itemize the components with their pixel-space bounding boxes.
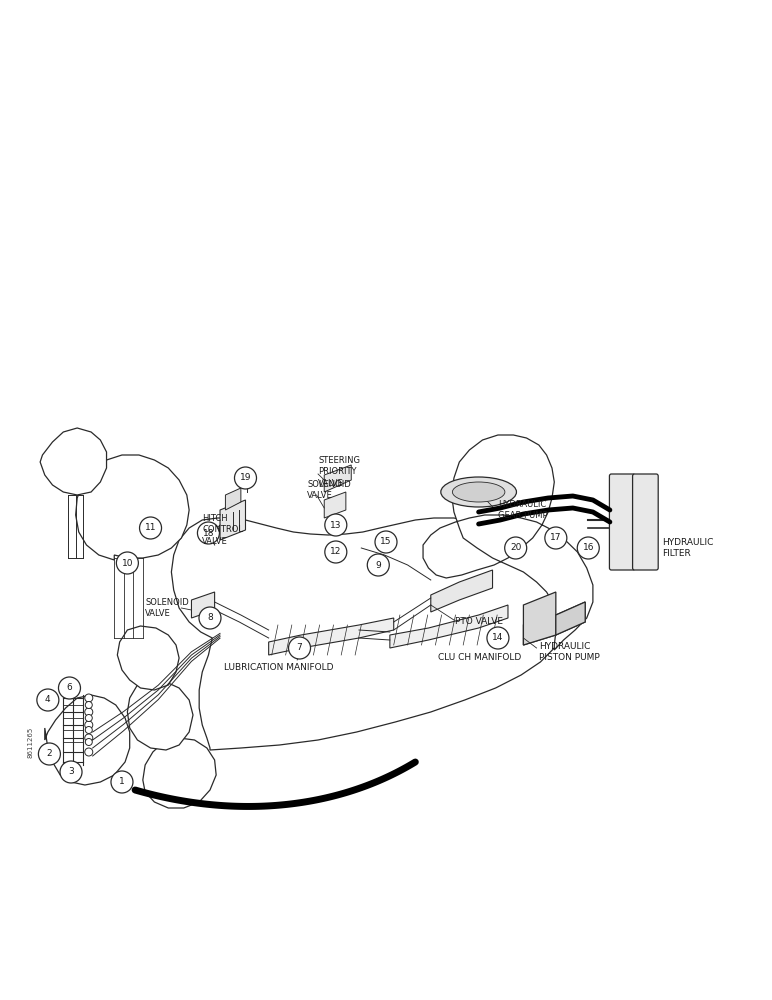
- Text: HYDRAULIC
GEAR PUMP: HYDRAULIC GEAR PUMP: [498, 500, 547, 520]
- Polygon shape: [117, 626, 179, 690]
- Text: HYDRAULIC
FILTER: HYDRAULIC FILTER: [662, 538, 714, 558]
- Text: 8: 8: [207, 613, 213, 622]
- Text: 15: 15: [381, 538, 391, 546]
- Text: 8611265: 8611265: [28, 726, 34, 758]
- Circle shape: [37, 689, 59, 711]
- Text: 2: 2: [46, 750, 52, 758]
- Text: 12: 12: [330, 548, 341, 556]
- Polygon shape: [390, 605, 508, 648]
- Polygon shape: [76, 455, 189, 560]
- Polygon shape: [556, 602, 585, 635]
- Polygon shape: [423, 435, 593, 650]
- Circle shape: [577, 537, 599, 559]
- Text: 1: 1: [119, 778, 125, 786]
- Circle shape: [235, 467, 256, 489]
- Text: 3: 3: [68, 768, 74, 776]
- Circle shape: [545, 527, 567, 549]
- Circle shape: [140, 517, 161, 539]
- Polygon shape: [431, 570, 493, 612]
- Circle shape: [206, 529, 214, 537]
- Circle shape: [85, 748, 93, 756]
- Polygon shape: [220, 500, 245, 540]
- Circle shape: [367, 554, 389, 576]
- Circle shape: [59, 677, 80, 699]
- Text: STEERING
PRIORITY
VALVE: STEERING PRIORITY VALVE: [318, 456, 360, 488]
- Text: HYDRAULIC
PISTON PUMP: HYDRAULIC PISTON PUMP: [539, 642, 600, 662]
- Circle shape: [243, 474, 251, 482]
- Polygon shape: [127, 680, 193, 750]
- Ellipse shape: [452, 482, 505, 502]
- Polygon shape: [225, 488, 241, 510]
- Circle shape: [85, 714, 93, 722]
- Text: 13: 13: [330, 520, 341, 530]
- Circle shape: [85, 721, 93, 729]
- Text: CLU CH MANIFOLD: CLU CH MANIFOLD: [438, 654, 522, 663]
- Text: LUBRICATION MANIFOLD: LUBRICATION MANIFOLD: [224, 664, 334, 673]
- Circle shape: [85, 726, 93, 734]
- Polygon shape: [324, 492, 346, 518]
- Text: 6: 6: [66, 684, 73, 692]
- Polygon shape: [45, 695, 130, 785]
- FancyBboxPatch shape: [609, 474, 635, 570]
- Circle shape: [325, 541, 347, 563]
- Circle shape: [85, 702, 93, 708]
- Text: SOLENOID
VALVE: SOLENOID VALVE: [307, 480, 351, 500]
- Circle shape: [85, 734, 93, 742]
- Polygon shape: [143, 738, 216, 808]
- Circle shape: [85, 694, 93, 702]
- Text: 19: 19: [240, 474, 251, 483]
- Circle shape: [198, 522, 219, 544]
- Text: 16: 16: [583, 544, 594, 552]
- Polygon shape: [40, 428, 107, 495]
- Circle shape: [39, 743, 60, 765]
- Circle shape: [111, 771, 133, 793]
- Text: 18: 18: [203, 528, 214, 538]
- Circle shape: [85, 738, 93, 746]
- Circle shape: [487, 627, 509, 649]
- Text: HITCH
CONTROL
VALVE: HITCH CONTROL VALVE: [202, 514, 243, 546]
- Circle shape: [85, 708, 93, 716]
- Polygon shape: [523, 602, 585, 645]
- Circle shape: [505, 537, 527, 559]
- Circle shape: [199, 607, 221, 629]
- Polygon shape: [523, 592, 556, 645]
- Circle shape: [289, 637, 310, 659]
- Text: SOLENOID
VALVE: SOLENOID VALVE: [145, 598, 189, 618]
- Polygon shape: [269, 618, 394, 655]
- Text: 17: 17: [550, 534, 561, 542]
- Polygon shape: [324, 465, 351, 492]
- Ellipse shape: [441, 477, 516, 507]
- FancyBboxPatch shape: [632, 474, 659, 570]
- Text: 9: 9: [375, 560, 381, 569]
- Text: PTO VALVE: PTO VALVE: [455, 617, 503, 626]
- Text: 14: 14: [493, 634, 503, 643]
- Circle shape: [117, 552, 138, 574]
- Text: 7: 7: [296, 644, 303, 652]
- Circle shape: [60, 761, 82, 783]
- Text: 11: 11: [145, 524, 156, 532]
- Text: 10: 10: [122, 558, 133, 567]
- Circle shape: [375, 531, 397, 553]
- Text: 4: 4: [45, 696, 51, 704]
- Circle shape: [325, 514, 347, 536]
- Polygon shape: [171, 518, 564, 750]
- Polygon shape: [191, 592, 215, 618]
- Text: 20: 20: [510, 544, 521, 552]
